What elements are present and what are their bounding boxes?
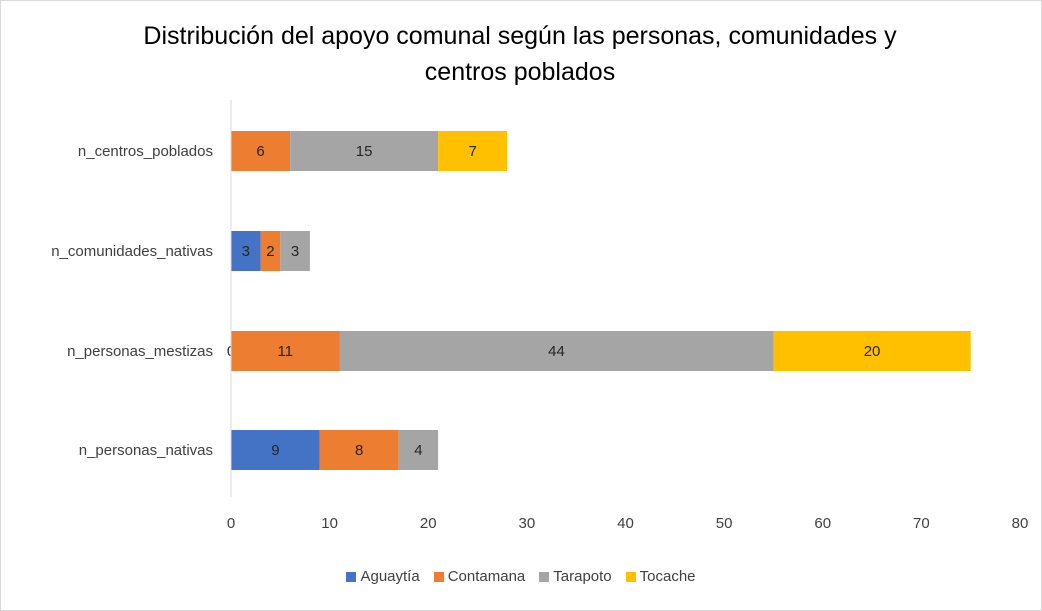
chart-title-line-1: Distribución del apoyo comunal según las…	[143, 22, 897, 50]
data-label-aguaytía-n_comunidades_nativas: 3	[242, 243, 250, 260]
x-tick-label-70: 70	[913, 515, 930, 532]
category-label-n_comunidades_nativas: n_comunidades_nativas	[51, 243, 213, 260]
chart-title-line-2: centros poblados	[424, 58, 616, 86]
x-tick-label-30: 30	[519, 515, 536, 532]
bar-contamana-n_personas_nativas	[319, 430, 399, 470]
category-label-n_personas_nativas: n_personas_nativas	[79, 442, 213, 459]
data-label-contamana-n_personas_nativas: 8	[355, 442, 363, 459]
data-label-aguaytía-n_personas_nativas: 9	[271, 442, 279, 459]
legend-item-contamana: Contamana	[433, 568, 526, 585]
bar-contamana-n_comunidades_nativas	[260, 231, 281, 271]
legend-label-tarapoto: Tarapoto	[553, 568, 612, 585]
x-tick-label-80: 80	[1012, 515, 1029, 532]
legend-swatch-aguaytía	[346, 571, 357, 582]
legend-label-tocache: Tocache	[639, 568, 696, 585]
bar-tarapoto-n_personas_mestizas	[339, 331, 774, 371]
legend-item-tocache: Tocache	[625, 568, 696, 585]
data-label-tocache-n_personas_mestizas: 20	[864, 343, 881, 360]
data-label-tocache-n_centros_poblados: 7	[468, 143, 476, 160]
legend-label-aguaytía: Aguaytía	[360, 568, 420, 585]
bar-chart: 6 15 7 n_centros_poblados 3 2 3 n_comunidades_n…	[51, 100, 1029, 532]
data-label-tarapoto-n_personas_nativas: 4	[414, 442, 422, 459]
bar-aguaytía-n_personas_nativas	[231, 430, 320, 470]
bar-tocache-n_personas_mestizas	[773, 331, 971, 371]
legend-label-contamana: Contamana	[447, 568, 526, 585]
bar-aguaytía-n_comunidades_nativas	[231, 231, 261, 271]
bar-contamana-n_centros_poblados	[231, 131, 291, 171]
data-label-contamana-n_centros_poblados: 6	[256, 143, 264, 160]
category-label-n_personas_mestizas: n_personas_mestizas	[67, 343, 213, 360]
legend-swatch-contamana	[433, 571, 444, 582]
x-tick-label-50: 50	[716, 515, 733, 532]
bar-tocache-n_centros_poblados	[438, 131, 508, 171]
legend-swatch-tocache	[625, 571, 636, 582]
category-label-n_centros_poblados: n_centros_poblados	[78, 143, 213, 160]
bar-contamana-n_personas_mestizas	[231, 331, 340, 371]
data-label-tarapoto-n_comunidades_nativas: 3	[291, 243, 299, 260]
data-label-tarapoto-n_centros_poblados: 15	[356, 143, 373, 160]
bar-tarapoto-n_centros_poblados	[290, 131, 439, 171]
legend-item-tarapoto: Tarapoto	[539, 568, 612, 585]
data-label-contamana-n_comunidades_nativas: 2	[266, 243, 274, 260]
x-tick-label-10: 10	[321, 515, 338, 532]
x-tick-label-0: 0	[227, 515, 235, 532]
legend: Aguaytía Contamana Tarapoto Tocache	[0, 568, 1042, 585]
legend-swatch-tarapoto	[539, 571, 550, 582]
x-tick-label-20: 20	[420, 515, 437, 532]
bar-tarapoto-n_personas_nativas	[398, 430, 439, 470]
x-tick-label-60: 60	[814, 515, 831, 532]
data-label-contamana-n_personas_mestizas: 11	[277, 343, 293, 360]
data-label-tarapoto-n_personas_mestizas: 44	[548, 343, 565, 360]
chart-title: Distribución del apoyo comunal según las…	[60, 18, 980, 90]
x-tick-label-40: 40	[617, 515, 634, 532]
bar-tarapoto-n_comunidades_nativas	[280, 231, 310, 271]
legend-item-aguaytía: Aguaytía	[346, 568, 420, 585]
